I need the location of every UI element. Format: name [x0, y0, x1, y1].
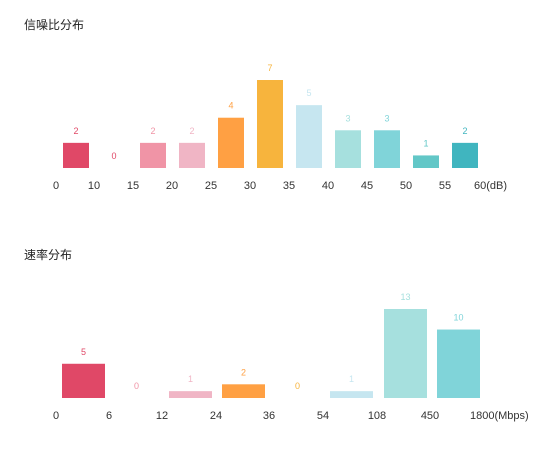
snr-bar [140, 142, 166, 168]
rate-chart-title: 速率分布 [24, 248, 73, 262]
snr-bar-value-label: 7 [267, 63, 272, 73]
rate-x-tick-label: 24 [210, 410, 222, 422]
snr-x-tick-label: 35 [283, 180, 295, 192]
rate-bar-value-label: 13 [400, 292, 410, 302]
rate-bar [437, 329, 480, 398]
snr-x-tick-label: 40 [322, 180, 334, 192]
snr-bar [257, 80, 283, 168]
snr-x-tick-label: 55 [439, 180, 451, 192]
rate-x-tick-label: 450 [421, 410, 439, 422]
snr-x-tick-label: 25 [205, 180, 217, 192]
snr-bar [63, 142, 89, 168]
snr-bar-value-label: 1 [423, 138, 428, 148]
rate-x-tick-label: 6 [106, 410, 112, 422]
rate-bar [384, 309, 427, 398]
snr-bar [374, 130, 400, 168]
rate-bar-value-label: 2 [241, 367, 246, 377]
rate-bar-value-label: 1 [188, 374, 193, 384]
rate-bar [330, 391, 373, 398]
rate-bar-value-label: 0 [295, 381, 300, 391]
rate-x-tick-label: 108 [368, 410, 386, 422]
snr-x-tick-label: 60(dB) [474, 180, 507, 192]
snr-bar [452, 142, 478, 168]
rate-bar-value-label: 0 [134, 381, 139, 391]
snr-x-tick-label: 50 [400, 180, 412, 192]
rate-bar-value-label: 1 [349, 374, 354, 384]
snr-bar-value-label: 3 [345, 113, 350, 123]
snr-x-tick-label: 45 [361, 180, 373, 192]
snr-bar-value-label: 2 [150, 126, 155, 136]
snr-bar [335, 130, 361, 168]
snr-bar-value-label: 4 [228, 101, 233, 111]
rate-bar [62, 363, 105, 398]
snr-bar [296, 105, 322, 168]
snr-bar-value-label: 2 [73, 126, 78, 136]
rate-x-tick-label: 54 [317, 410, 329, 422]
rate-bar-value-label: 10 [453, 313, 463, 323]
rate-bar [169, 391, 212, 398]
rate-bar-value-label: 5 [81, 347, 86, 357]
snr-x-tick-label: 20 [166, 180, 178, 192]
snr-bar [179, 142, 205, 168]
snr-x-tick-label: 0 [53, 180, 59, 192]
snr-bar-value-label: 2 [462, 126, 467, 136]
rate-x-tick-label: 0 [53, 410, 59, 422]
snr-chart-title: 信噪比分布 [24, 18, 85, 32]
rate-x-tick-label: 1800(Mbps) [470, 410, 529, 422]
rate-x-tick-label: 12 [156, 410, 168, 422]
rate-bar [222, 384, 265, 398]
snr-bar [218, 117, 244, 168]
snr-bar-value-label: 5 [306, 88, 311, 98]
snr-bar-value-label: 3 [384, 113, 389, 123]
snr-x-tick-label: 30 [244, 180, 256, 192]
rate-x-tick-label: 36 [263, 410, 275, 422]
snr-bar-value-label: 0 [111, 151, 116, 161]
snr-x-tick-label: 10 [88, 180, 100, 192]
snr-x-tick-label: 15 [127, 180, 139, 192]
snr-bar [413, 155, 439, 168]
snr-bar-value-label: 2 [189, 126, 194, 136]
